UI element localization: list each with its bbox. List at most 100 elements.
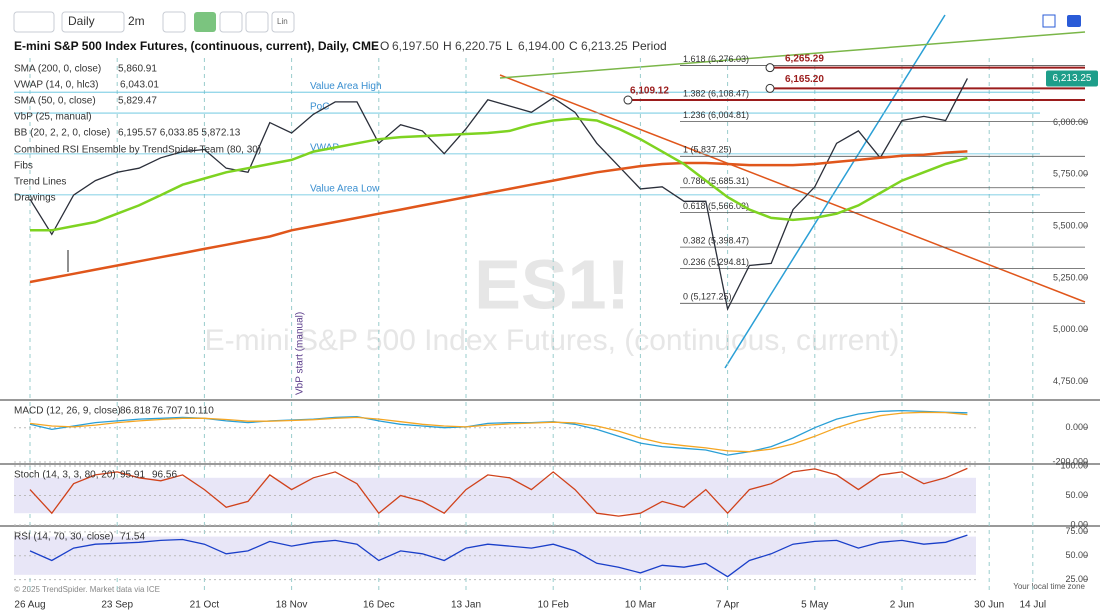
y-tick-label: 5,500.00 (1053, 221, 1088, 231)
indicator-readout: 10.110 (184, 406, 214, 417)
legend-name: SMA (50, 0, close) (14, 96, 96, 107)
series-line (29, 409, 968, 456)
series-line (29, 78, 968, 311)
ohlc-key: H (443, 39, 452, 53)
indicator-readout: 95.91 (120, 470, 145, 481)
fib-label: 0 (5,127.25) (683, 292, 732, 302)
x-tick-label: 14 Jul (1019, 600, 1046, 611)
x-tick-label: 16 Dec (363, 600, 395, 611)
x-tick-label: 7 Apr (716, 600, 740, 611)
period: Period (632, 39, 667, 53)
series-line (30, 117, 968, 232)
fib-label: 1.382 (6,108.47) (683, 89, 749, 99)
value-area-label: VWAP (310, 143, 339, 154)
y-tick-label: 0.00 (1070, 519, 1088, 529)
watermark-name: E-mini S&P 500 Index Futures, (continuou… (205, 324, 900, 357)
ohlc-key: C (569, 39, 578, 53)
fib-label: 0.618 (5,566.03) (683, 201, 749, 211)
overlay-name: BB (20, 2, 2, 0, close) (14, 128, 110, 139)
fib-label: 1.618 (6,276.03) (683, 54, 749, 64)
x-tick-label: 5 May (801, 600, 828, 611)
y-tick-label: 5,250.00 (1053, 272, 1088, 282)
x-tick-label: 21 Oct (190, 600, 220, 611)
y-tick-label: 75.00 (1065, 526, 1088, 536)
y-tick-label: 5,000.00 (1053, 324, 1088, 334)
fib-label: 0.786 (5,685.31) (683, 176, 749, 186)
overlay-name: VWAP (14, 0, hlc3) (14, 80, 98, 91)
overlay-name: Drawings (14, 193, 56, 204)
value-area-label: Value Area Low (310, 184, 380, 195)
level-anchor (765, 63, 775, 73)
fullscreen-button[interactable] (1042, 14, 1056, 28)
series-line (29, 150, 968, 284)
scale: Lin (277, 17, 288, 26)
overlay-name: Fibs (14, 161, 33, 172)
ohlc-value: 6,197.50 (392, 39, 439, 53)
legend-value: 5,860.91 (118, 64, 157, 75)
ohlc-value: 6,220.75 (455, 39, 502, 53)
indicator-readout: 86.818 (120, 406, 151, 417)
y-tick-label: 4,750.00 (1053, 376, 1088, 386)
trend-line[interactable] (724, 14, 946, 369)
chart-type-button[interactable] (13, 11, 55, 33)
fib-label: 1 (5,837.25) (683, 145, 732, 155)
legend-name: SMA (200, 0, close) (14, 64, 101, 75)
ohlc-value: 6,213.25 (581, 39, 628, 53)
x-tick-label: 18 Nov (276, 600, 308, 611)
overlay-name: VbP (25, manual) (14, 112, 92, 123)
level-label: 6,265.29 (785, 53, 824, 64)
settings-button[interactable] (162, 11, 186, 33)
overlay-name: Trend Lines (14, 177, 66, 188)
indicator-readout: 76.707 (152, 406, 183, 417)
indicator-name: RSI (14, 70, 30, close) (14, 532, 114, 543)
vbp-annotation: VbP start (manual) (295, 312, 306, 395)
x-tick-label: 13 Jan (451, 600, 481, 611)
interval-select[interactable] (61, 11, 125, 33)
level-label: 6,165.20 (785, 74, 824, 85)
indicator-readout: 71.54 (120, 532, 145, 543)
y-tick-label: 5,750.00 (1053, 169, 1088, 179)
ohlc-key: L (506, 39, 513, 53)
x-tick-label: 10 Mar (625, 600, 657, 611)
overlay-name: Combined RSI Ensemble by TrendSpider Tea… (14, 145, 261, 156)
credit: © 2025 TrendSpider. Market data via ICE (14, 585, 160, 594)
y-tick-label: 50.00 (1065, 490, 1088, 500)
ohlc-value: 6,194.00 (518, 39, 565, 53)
interval: Daily (68, 14, 95, 28)
level-label: 6,109.12 (630, 86, 669, 97)
scale-button[interactable] (271, 11, 295, 33)
series-line (29, 411, 968, 453)
range[interactable]: 2m (128, 14, 145, 28)
overlay-value: 6,195.57 6,033.85 5,872.13 (118, 128, 241, 139)
legend-value: 5,829.47 (118, 96, 157, 107)
trend-line[interactable] (499, 31, 1086, 79)
timezone: Your local time zone (1013, 582, 1085, 591)
draw-button[interactable] (245, 11, 269, 33)
value-area-label: Value Area High (310, 81, 382, 92)
indicator-button[interactable] (194, 12, 216, 32)
x-tick-label: 30 Jun (974, 600, 1004, 611)
x-tick-label: 10 Feb (538, 600, 570, 611)
replay-button[interactable] (219, 11, 243, 33)
fib-label: 1.236 (6,004.81) (683, 110, 749, 120)
value-area-label: PoC (310, 102, 329, 113)
fib-label: 0.236 (5,294.81) (683, 257, 749, 267)
overlay-value: 6,043.01 (120, 80, 159, 91)
level-anchor (623, 95, 633, 105)
fib-label: 0.382 (5,398.47) (683, 236, 749, 246)
series-line (29, 467, 968, 517)
chart-title: E-mini S&P 500 Index Futures, (continuou… (14, 39, 379, 53)
price-tag-label: 6,213.25 (1053, 73, 1092, 84)
indicator-name: MACD (12, 26, 9, close) (14, 406, 121, 417)
x-tick-label: 2 Jun (890, 600, 914, 611)
x-tick-label: 23 Sep (101, 600, 133, 611)
indicator-readout: 96.56 (152, 470, 177, 481)
series-line (29, 534, 968, 578)
watermark-symbol: ES1! (474, 245, 630, 323)
y-tick-label: 0.000 (1065, 422, 1088, 432)
x-tick-label: 26 Aug (14, 600, 45, 611)
snapshot-button[interactable] (1067, 15, 1081, 27)
y-tick-label: 25.00 (1065, 574, 1088, 584)
